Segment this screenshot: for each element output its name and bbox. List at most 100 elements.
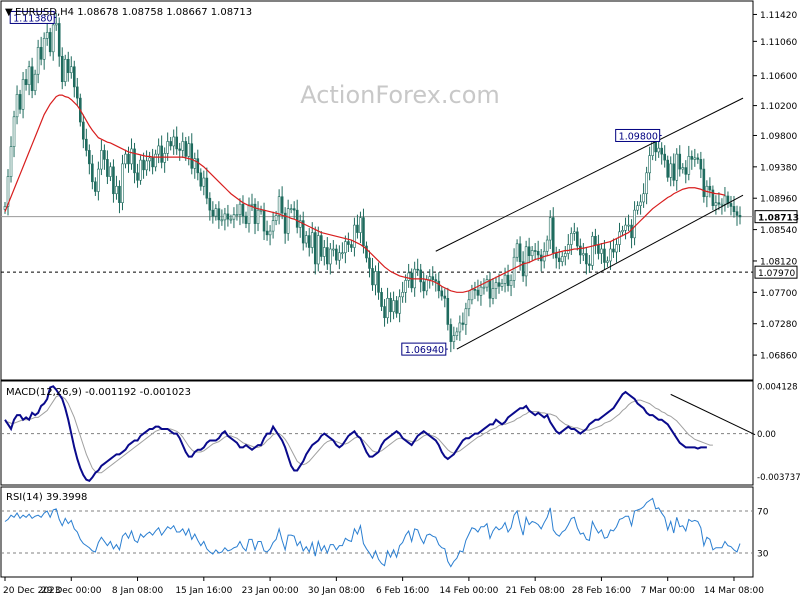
candle-body [666,159,670,178]
candle-body [621,230,624,233]
candle-body [576,231,579,247]
candle-body [470,289,474,301]
x-tick-label: 23 Jan 00:00 [242,586,299,596]
candle-body [615,244,618,253]
candle-body [597,244,600,254]
candle-body [353,224,356,248]
candle-body [407,272,410,281]
candle-body [347,241,350,245]
candle-body [238,203,242,215]
candle-body [18,94,22,110]
candle-body [244,215,248,224]
candle-body [205,177,209,199]
header-symbol-ohlc: EURUSD,H4 1.08678 1.08758 1.08667 1.0871… [15,7,252,18]
candle-body [527,246,531,257]
candle-body [729,203,733,207]
candle-body [145,160,148,171]
candle-body [428,276,432,280]
candle-body [121,163,124,203]
candle-body [33,73,37,91]
candle-body [573,231,576,234]
price-tick-label: 1.09380 [760,163,797,173]
candle-body [464,308,468,325]
candle-body [563,253,567,257]
candle-body [392,300,395,313]
moving-average-line [4,94,726,293]
candle-body [136,172,139,181]
candle-body [663,153,666,161]
candle-body [485,279,489,288]
rsi-pane-frame [0,486,754,578]
candle-body [603,248,606,263]
candle-body [6,176,10,207]
candle-body [235,214,239,216]
candle-body [389,298,392,313]
macd-tick-label: 0.004128 [757,382,798,392]
candle-body [100,150,103,170]
price-tick-label: 1.10600 [760,72,797,82]
candle-body [672,163,676,181]
candle-body [229,218,233,221]
annotation-label: 1.11380 [13,13,52,24]
candle-body [106,159,109,177]
candle-body [241,203,245,217]
candle-body [723,195,727,205]
candle-body [524,246,528,277]
candle-body [190,143,194,169]
candle-body [265,230,269,236]
macd-line [4,385,707,483]
price-tick-label: 1.08960 [760,195,797,205]
candle-body [335,248,338,261]
macd-pane-frame [0,380,754,486]
candle-body [66,58,70,74]
candle-body [329,248,332,265]
candle-body [226,213,230,220]
candle-body [72,66,76,88]
candle-body [139,159,142,181]
candle-body [202,177,206,187]
candle-body [323,247,326,257]
macd-tick-label: -0.003737 [757,473,800,483]
candle-body [591,236,594,266]
macd-title: MACD(12,26,9) -0.001192 -0.001023 [6,387,191,398]
price-tick-label: 1.08120 [760,257,797,267]
candle-body [208,197,212,211]
candle-body [51,24,55,53]
candle-body [280,196,284,214]
price-tick-label: 1.11420 [760,11,797,21]
candle-body [259,209,263,212]
candle-body [476,289,480,296]
candle-body [440,290,444,297]
price-tick-label: 1.08540 [760,226,797,236]
candle-body [503,274,507,284]
support-level-box [754,265,798,279]
macd-trendline [670,393,756,436]
candle-body [88,150,91,165]
candle-body [714,202,718,206]
candle-body [54,23,58,26]
candle-body [497,282,501,287]
candle-body [97,168,100,192]
macd-tick-label: 0.00 [757,430,776,440]
rsi-tick-label: 70 [757,508,769,518]
candle-body [85,138,88,151]
candle-body [163,153,166,163]
candle-body [401,292,404,298]
candle-body [181,141,185,151]
price-tick-label: 1.07700 [760,289,797,299]
candle-body [193,158,197,169]
candle-body [630,224,633,239]
candle-body [12,116,16,147]
candle-body [551,217,555,254]
candle-body [45,32,49,39]
candle-body [446,298,450,325]
candle-body [374,271,377,286]
candle-body [220,219,224,222]
candle-body [103,150,106,160]
candle-body [521,261,525,277]
candle-body [82,121,85,140]
candle-body [178,148,182,151]
price-tick-label: 1.11060 [760,38,797,48]
candle-body [94,181,97,192]
